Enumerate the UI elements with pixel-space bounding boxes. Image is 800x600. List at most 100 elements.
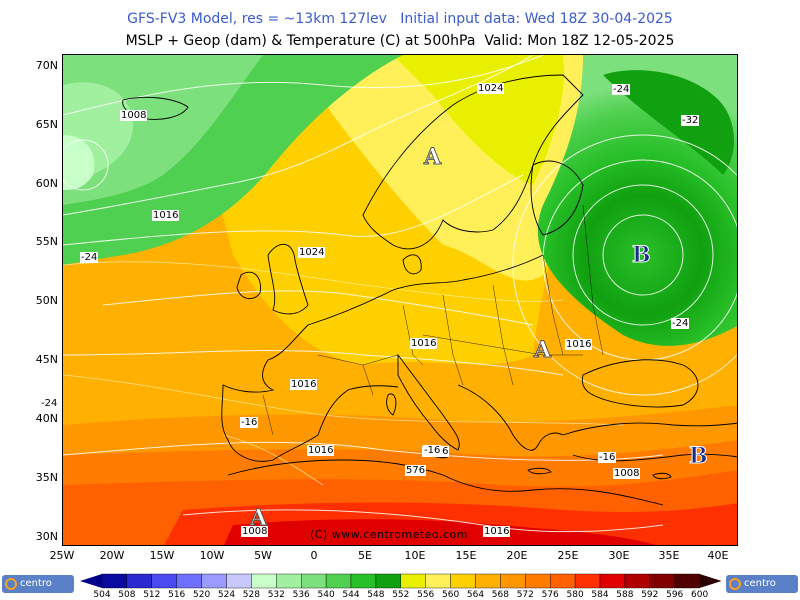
lon-label-30e: 30E: [608, 549, 630, 562]
lon-label-10e: 10E: [404, 549, 426, 562]
colorbar-value-label: 588: [616, 590, 634, 600]
colorbar-value-label: 548: [367, 590, 385, 600]
geop-band-552: [393, 55, 564, 185]
colorbar-swatch: [649, 573, 675, 589]
temperature-label: -24: [40, 398, 59, 409]
lon-label-5w: 5W: [254, 549, 272, 562]
coastlines: [122, 74, 737, 506]
high-pressure-center: A: [533, 337, 552, 364]
isobar-label: 1008: [120, 110, 148, 121]
colorbar-value-label: 560: [442, 590, 460, 600]
colorbar-swatch: [201, 573, 227, 589]
centrometeo-logo-right: centro: [726, 575, 798, 593]
lon-label-40e: 40E: [707, 549, 729, 562]
weather-map: [62, 54, 738, 546]
colorbar-value-label: 540: [317, 590, 335, 600]
colorbar-value-label: 600: [691, 590, 709, 600]
colorbar-swatch: [176, 573, 202, 589]
colorbar-swatch: [151, 573, 177, 589]
temperature-label: -24: [612, 84, 631, 95]
colorbar-value-label: 596: [666, 590, 684, 600]
colorbar-swatch: [450, 573, 476, 589]
country-borders: [262, 204, 604, 436]
colorbar-value-label: 520: [193, 590, 211, 600]
map-canvas: [63, 55, 737, 545]
isobar-label: 1024: [298, 247, 326, 258]
isobar-label: 1016: [290, 379, 318, 390]
colorbar-value-label: 552: [392, 590, 410, 600]
temperature-label: -24: [80, 252, 99, 263]
colorbar-swatch: [500, 573, 526, 589]
colorbar-swatch: [350, 573, 377, 589]
colorbar-value-label: 536: [292, 590, 310, 600]
colorbar-value-label: 564: [466, 590, 485, 600]
colorbar-value-label: 544: [342, 590, 360, 600]
lon-label-20w: 20W: [99, 549, 125, 562]
lon-label-10w: 10W: [199, 549, 225, 562]
isobar-label: 1008: [613, 468, 641, 479]
colorbar-swatch: [301, 573, 327, 589]
colorbar: [80, 573, 722, 589]
geop-band-528: [63, 135, 95, 190]
logo-ring-icon: [729, 578, 741, 590]
isobar-label: 1016: [565, 339, 593, 350]
temperature-label: -16: [598, 452, 617, 463]
high-pressure-center: A: [423, 144, 442, 171]
colorbar-value-label: 508: [118, 590, 136, 600]
geop-band-584: [223, 519, 656, 545]
lat-label-40n: 40N: [35, 412, 58, 425]
colorbar-value-label: 584: [591, 590, 609, 600]
temperature-label: 576: [405, 465, 427, 476]
colorbar-swatch: [400, 573, 426, 589]
logo-ring-icon: [5, 578, 17, 590]
isobar-label: 1016: [307, 445, 335, 456]
isobar-label: 1008: [241, 526, 269, 537]
colorbar-value-label: 592: [641, 590, 659, 600]
lat-label-45n: 45N: [35, 353, 58, 366]
lon-label-15e: 15E: [455, 549, 477, 562]
colorbar-value-label: 524: [217, 590, 236, 600]
lon-label-0: 0: [310, 549, 318, 562]
colorbar-value-label: 572: [516, 590, 534, 600]
isobar-label: 1016: [410, 338, 438, 349]
isobar-label: 1024: [477, 83, 505, 94]
colorbar-value-label: 516: [168, 590, 186, 600]
colorbar-swatch: [425, 573, 451, 589]
lat-label-35n: 35N: [35, 471, 58, 484]
colorbar-value-label: 568: [491, 590, 509, 600]
isobar-label: 1016: [483, 526, 511, 537]
lat-label-50n: 50N: [35, 294, 58, 307]
map-title-line2: MSLP + Geop (dam) & Temperature (C) at 5…: [125, 33, 675, 49]
isobar-lines: [63, 55, 737, 533]
low-pressure-center: B: [632, 242, 652, 269]
lon-label-35e: 35E: [658, 549, 680, 562]
colorbar-swatch: [574, 573, 601, 589]
colorbar-value-label: 576: [541, 590, 559, 600]
lon-label-15w: 15W: [149, 549, 175, 562]
temperature-label: -16: [423, 445, 442, 456]
high-pressure-center: A: [249, 505, 268, 532]
colorbar-value-label: 556: [417, 590, 435, 600]
colorbar-swatch: [475, 573, 501, 589]
lon-label-25w: 25W: [49, 549, 75, 562]
colorbar-value-label: 512: [143, 590, 161, 600]
map-title-line1: GFS-FV3 Model, res = ~13km 127lev Initia…: [127, 11, 673, 27]
copyright-text: (C) www.centrometeo.com: [310, 528, 468, 541]
lat-label-70n: 70N: [35, 59, 58, 72]
colorbar-swatch: [276, 573, 302, 589]
colorbar-arrow-right: [699, 574, 722, 588]
colorbar-swatch: [226, 573, 252, 589]
colorbar-swatch: [624, 573, 651, 589]
temperature-label: -16: [240, 417, 259, 428]
temperature-label: -24: [671, 318, 690, 329]
low-pressure-center: B: [689, 443, 709, 470]
colorbar-swatch: [550, 573, 576, 589]
lat-label-60n: 60N: [35, 177, 58, 190]
colorbar-swatch: [101, 573, 128, 589]
centrometeo-logo-left: centro: [2, 575, 74, 593]
colorbar-swatch: [375, 573, 401, 589]
logo-text-left: centro: [20, 578, 52, 589]
logo-text-right: centro: [744, 578, 776, 589]
lon-label-5e: 5E: [358, 549, 372, 562]
colorbar-swatch: [674, 573, 700, 589]
